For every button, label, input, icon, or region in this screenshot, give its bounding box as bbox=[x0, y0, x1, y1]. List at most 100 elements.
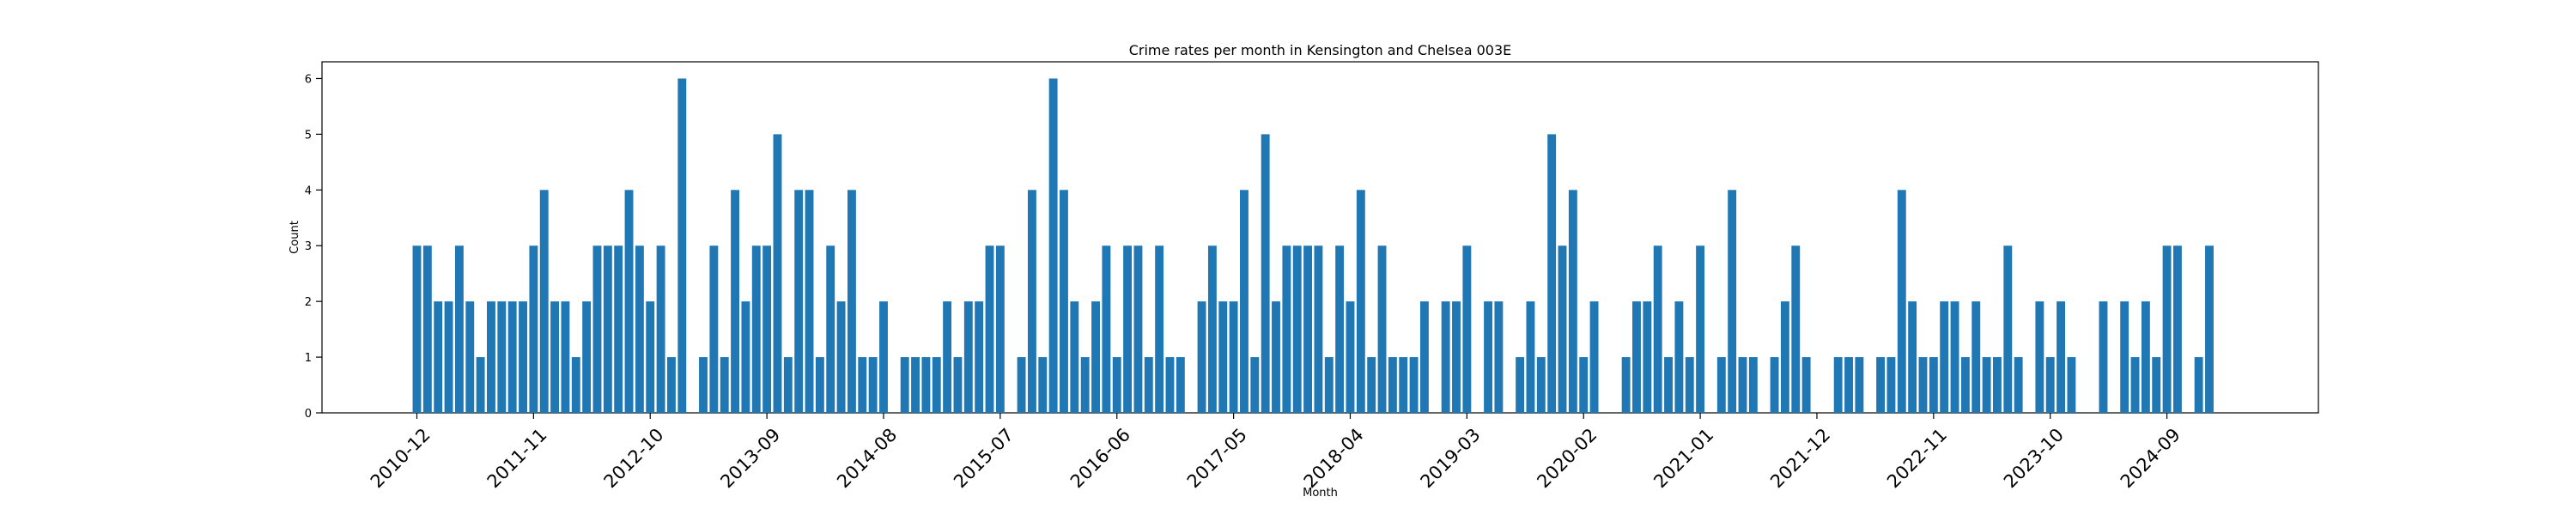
bar bbox=[1027, 190, 1036, 413]
bar bbox=[932, 357, 941, 413]
x-tick-label: 2015-07 bbox=[950, 424, 1018, 492]
bar bbox=[1748, 357, 1758, 413]
bar bbox=[434, 301, 443, 413]
x-axis: 2010-12 2011-11 2012-10 2013-09 2014-08 2015-… bbox=[367, 413, 2184, 492]
bar bbox=[2205, 245, 2214, 413]
bar bbox=[858, 357, 867, 413]
bar bbox=[1993, 357, 2002, 413]
bar bbox=[963, 301, 973, 413]
bar bbox=[1664, 357, 1673, 413]
bar bbox=[2067, 357, 2076, 413]
bar bbox=[2120, 301, 2129, 413]
bar bbox=[1568, 190, 1577, 413]
bar bbox=[911, 357, 920, 413]
bar bbox=[1176, 357, 1185, 413]
bar bbox=[2045, 357, 2055, 413]
x-tick-label: 2017-05 bbox=[1183, 424, 1251, 492]
bar bbox=[2099, 301, 2108, 413]
bar bbox=[1282, 245, 1291, 413]
bar bbox=[2194, 357, 2203, 413]
bar bbox=[2162, 245, 2172, 413]
bar bbox=[1250, 357, 1260, 413]
bar bbox=[1876, 357, 1886, 413]
bar bbox=[1940, 301, 1949, 413]
bar bbox=[539, 190, 549, 413]
bar bbox=[1452, 301, 1461, 413]
x-axis-label: Month bbox=[1303, 487, 1338, 500]
bar bbox=[1091, 301, 1100, 413]
bar bbox=[1462, 245, 1472, 413]
bar bbox=[1643, 301, 1652, 413]
bar bbox=[1218, 301, 1228, 413]
bar bbox=[1155, 245, 1164, 413]
bar bbox=[1801, 357, 1811, 413]
bar bbox=[497, 301, 507, 413]
bar bbox=[805, 190, 814, 413]
bar bbox=[1207, 245, 1217, 413]
bar bbox=[2014, 357, 2023, 413]
bar bbox=[1388, 357, 1397, 413]
bar bbox=[836, 301, 846, 413]
bar bbox=[1144, 357, 1153, 413]
bar bbox=[1971, 301, 1981, 413]
bar bbox=[550, 301, 560, 413]
bar bbox=[1558, 245, 1567, 413]
bar bbox=[1060, 190, 1068, 413]
bar bbox=[1367, 357, 1376, 413]
bar bbox=[646, 301, 655, 413]
bar bbox=[561, 301, 570, 413]
x-tick-label: 2012-10 bbox=[600, 424, 668, 492]
bar bbox=[519, 301, 527, 413]
x-tick-label: 2019-03 bbox=[1417, 424, 1485, 492]
x-tick-label: 2021-01 bbox=[1649, 424, 1717, 492]
bar bbox=[614, 245, 623, 413]
bar bbox=[1589, 301, 1599, 413]
bar bbox=[1314, 245, 1323, 413]
x-tick-label: 2018-04 bbox=[1300, 424, 1368, 492]
bar bbox=[1897, 190, 1906, 413]
bar bbox=[1536, 357, 1546, 413]
bar bbox=[1112, 357, 1121, 413]
bar bbox=[2035, 301, 2044, 413]
bar bbox=[2152, 357, 2161, 413]
bar bbox=[1516, 357, 1525, 413]
bar bbox=[953, 357, 963, 413]
bar bbox=[1685, 357, 1694, 413]
bar bbox=[1123, 245, 1133, 413]
chart-title: Crime rates per month in Kensington and … bbox=[1129, 42, 1512, 58]
bar bbox=[1272, 301, 1280, 413]
bar bbox=[1982, 357, 1991, 413]
bar bbox=[582, 301, 592, 413]
y-tick-label: 4 bbox=[305, 185, 312, 197]
bar bbox=[1696, 245, 1705, 413]
bar bbox=[2130, 357, 2140, 413]
y-tick-label: 1 bbox=[305, 352, 312, 365]
bar bbox=[2057, 301, 2065, 413]
bar bbox=[709, 245, 719, 413]
bar bbox=[2003, 245, 2013, 413]
y-axis-label: Count bbox=[289, 221, 301, 254]
bar bbox=[1770, 357, 1779, 413]
bar bbox=[1399, 357, 1408, 413]
bar bbox=[1484, 301, 1492, 413]
x-tick-label: 2022-11 bbox=[1883, 424, 1951, 492]
bar bbox=[677, 78, 687, 413]
bar bbox=[624, 190, 634, 413]
bar bbox=[731, 190, 739, 413]
bar bbox=[507, 301, 517, 413]
bar bbox=[444, 301, 453, 413]
bar bbox=[1229, 301, 1238, 413]
bar bbox=[1335, 245, 1345, 413]
bar bbox=[741, 301, 750, 413]
bar bbox=[975, 301, 984, 413]
y-axis: 0 1 2 3 4 5 6 bbox=[305, 73, 322, 421]
bar bbox=[1038, 357, 1048, 413]
x-tick-label: 2010-12 bbox=[367, 424, 434, 492]
bar bbox=[1833, 357, 1843, 413]
bar bbox=[1048, 78, 1058, 413]
bar bbox=[815, 357, 824, 413]
bar bbox=[454, 245, 464, 413]
bar bbox=[1292, 245, 1302, 413]
bar bbox=[1377, 245, 1387, 413]
